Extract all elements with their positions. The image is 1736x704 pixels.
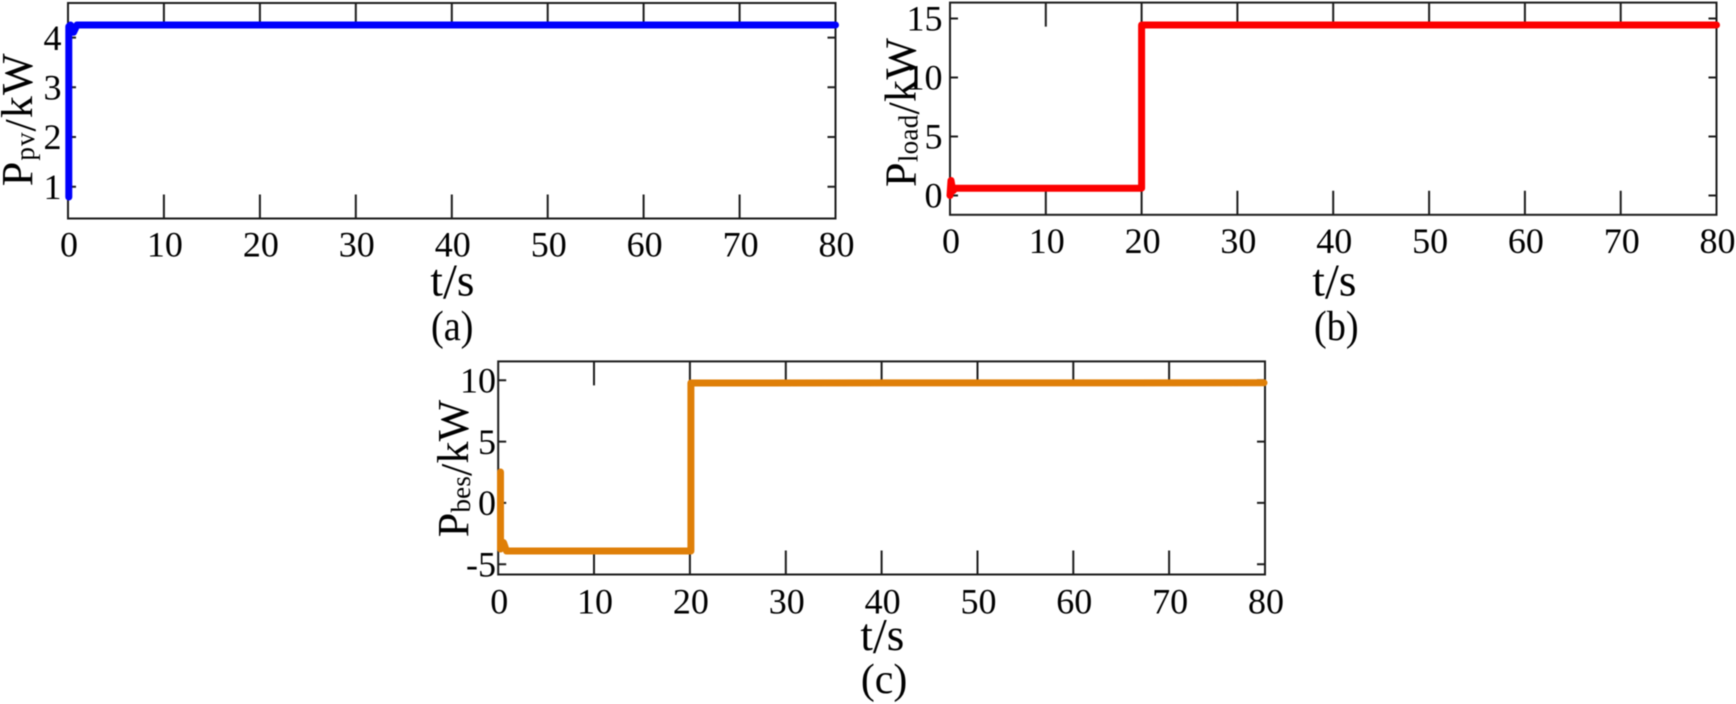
- svg-text:t/s: t/s: [860, 608, 904, 664]
- svg-text:0: 0: [490, 582, 508, 622]
- svg-text:(b): (b): [1314, 303, 1359, 350]
- svg-text:2: 2: [44, 117, 62, 157]
- svg-text:t/s: t/s: [1312, 253, 1356, 309]
- svg-text:50: 50: [961, 582, 997, 622]
- svg-text:(a): (a): [431, 303, 474, 350]
- svg-text:4: 4: [44, 18, 62, 58]
- svg-text:50: 50: [1412, 221, 1448, 261]
- svg-text:20: 20: [673, 582, 709, 622]
- svg-text:5: 5: [478, 422, 496, 462]
- svg-text:Pload/kW: Pload/kW: [877, 38, 929, 187]
- svg-text:70: 70: [1604, 221, 1640, 261]
- svg-text:20: 20: [1125, 221, 1161, 261]
- svg-text:0: 0: [925, 176, 943, 216]
- svg-text:70: 70: [1152, 582, 1188, 622]
- svg-text:60: 60: [1056, 582, 1092, 622]
- svg-text:10: 10: [1029, 221, 1065, 261]
- svg-text:3: 3: [44, 68, 62, 108]
- svg-text:-5: -5: [466, 544, 496, 584]
- svg-text:10: 10: [147, 224, 183, 264]
- svg-text:20: 20: [243, 224, 279, 264]
- svg-text:10: 10: [460, 361, 496, 401]
- svg-text:60: 60: [627, 224, 663, 264]
- svg-text:40: 40: [865, 582, 901, 622]
- svg-text:0: 0: [60, 224, 78, 264]
- svg-text:10: 10: [907, 58, 943, 98]
- svg-text:(c): (c): [861, 656, 908, 703]
- svg-text:80: 80: [1700, 221, 1736, 261]
- svg-text:50: 50: [531, 224, 567, 264]
- svg-text:80: 80: [1248, 582, 1284, 622]
- svg-text:60: 60: [1508, 221, 1544, 261]
- svg-text:80: 80: [819, 224, 855, 264]
- svg-text:Pbes/kW: Pbes/kW: [429, 399, 481, 537]
- svg-text:10: 10: [577, 582, 613, 622]
- svg-text:70: 70: [723, 224, 759, 264]
- svg-text:40: 40: [435, 224, 471, 264]
- svg-text:15: 15: [907, 0, 943, 39]
- svg-text:Ppv/kW: Ppv/kW: [0, 52, 45, 186]
- svg-text:t/s: t/s: [430, 253, 474, 309]
- svg-text:1: 1: [44, 167, 62, 207]
- svg-text:0: 0: [942, 221, 960, 261]
- svg-text:30: 30: [339, 224, 375, 264]
- svg-text:0: 0: [478, 483, 496, 523]
- svg-text:5: 5: [925, 117, 943, 157]
- svg-text:40: 40: [1316, 221, 1352, 261]
- svg-text:30: 30: [769, 582, 805, 622]
- svg-text:30: 30: [1220, 221, 1256, 261]
